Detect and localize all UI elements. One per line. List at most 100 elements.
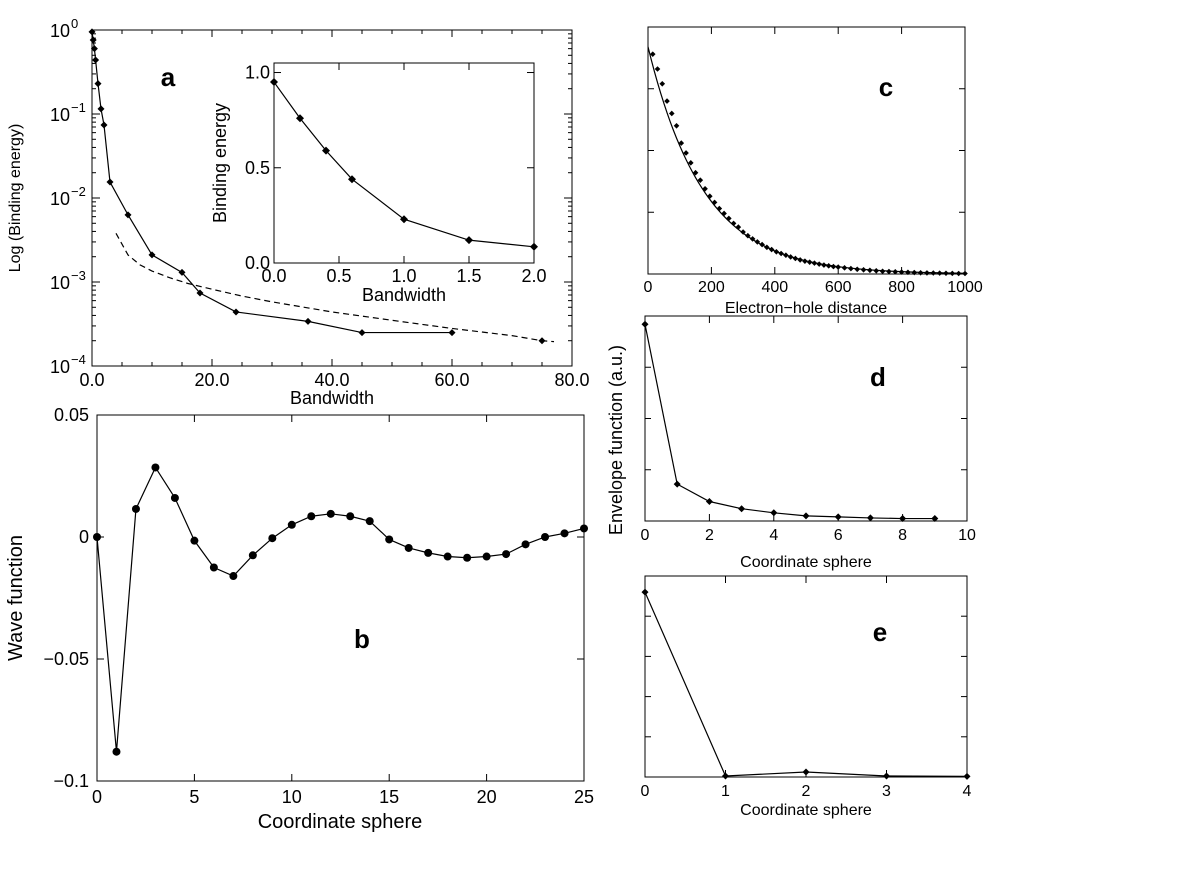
panel-c-data-point	[787, 254, 794, 260]
x-tick-label: 4	[769, 527, 778, 544]
panel-c-data-point	[716, 205, 723, 212]
y-tick-label-exponent: −3	[71, 268, 86, 283]
x-tick-label: 0	[644, 279, 653, 296]
panel-b-data	[93, 463, 588, 756]
panel-c-electron-hole-chart: 0 200 400 600 800 1000 Electron−hole distance…	[644, 26, 983, 317]
panel-e-coordinate-sphere-chart: 0 1 2 3 4 Coordinate sphere e	[641, 575, 972, 819]
panel-c-data-point	[768, 246, 775, 253]
panel-c-data-point	[649, 51, 656, 57]
panel-c-data-point	[886, 268, 892, 275]
panel-b-data-point	[385, 535, 394, 544]
panel-c-data-point	[659, 81, 666, 87]
panel-c-data-point	[924, 270, 930, 276]
y-tick-label: 10	[50, 273, 70, 293]
panel-b-data-point	[580, 524, 588, 533]
panel-a-solid-line	[91, 31, 452, 334]
panel-b-data-point	[248, 551, 257, 560]
panel-d-data-point	[802, 512, 810, 520]
panel-c-data-point	[654, 66, 661, 72]
panel-c-data-point	[683, 150, 689, 156]
panel-a-inset-chart: 0.0 0.5 1.0 1.5 2.0 0.0 0.5 1.0 Bandwidth Bind…	[210, 62, 547, 305]
panel-b-data-point	[326, 509, 335, 518]
panel-c-x-axis: 0 200 400 600 800 1000	[644, 27, 983, 296]
panel-b-data-point	[346, 512, 355, 521]
panel-d-data-point	[738, 505, 746, 513]
panel-c-data-point	[835, 264, 841, 270]
x-tick-label: 25	[574, 787, 594, 807]
inset-data-point	[465, 236, 473, 245]
panel-a-data-point	[90, 45, 98, 53]
panel-c-data-point	[936, 270, 943, 276]
panel-c-data-point	[930, 270, 937, 276]
panel-c-data-point	[764, 244, 770, 251]
inset-data-point	[322, 146, 330, 155]
panel-e-plot-frame	[644, 575, 968, 778]
panel-b-data-point	[424, 548, 433, 557]
panel-d-data-point	[705, 498, 713, 506]
panel-c-data-point	[962, 270, 968, 277]
panel-c-data-point	[797, 257, 803, 263]
x-tick-label: 0.0	[261, 266, 286, 286]
panel-c-data-point	[841, 265, 848, 271]
panel-b-data-point	[307, 512, 316, 521]
panel-c-data-point	[943, 270, 949, 277]
panel-c-data-point	[892, 268, 899, 275]
x-tick-label: 6	[834, 527, 843, 544]
panel-c-data-point	[678, 140, 685, 146]
y-tick-label: −0.05	[43, 649, 89, 669]
x-tick-label: 4	[963, 783, 972, 800]
y-tick-label: 0	[79, 527, 89, 547]
y-tick-label: 0.0	[245, 253, 270, 273]
panel-c-data-point	[806, 259, 813, 265]
panel-b-data-point	[229, 572, 238, 581]
x-tick-label: 2	[802, 783, 811, 800]
x-tick-label: 2.0	[521, 266, 546, 286]
panel-c-data-point	[721, 210, 727, 217]
panel-a-data-point	[448, 329, 456, 337]
x-tick-label: 800	[888, 279, 915, 296]
panel-a-data-point	[106, 178, 114, 186]
panel-b-data-point	[190, 536, 199, 545]
panel-b-data-point	[365, 517, 374, 526]
panel-b-data-point	[287, 520, 296, 529]
panel-e-data	[641, 588, 971, 780]
panel-c-data-point	[687, 160, 694, 166]
panel-d-data	[641, 320, 939, 523]
x-tick-label: 80.0	[554, 370, 589, 390]
y-tick-label: 1.0	[245, 63, 270, 83]
y-tick-label: −0.1	[53, 771, 89, 791]
panel-b-data-point	[521, 540, 530, 549]
panel-c-data-point	[749, 236, 756, 242]
panel-c-data-point	[867, 267, 873, 274]
inset-data-point	[348, 175, 356, 184]
panel-a-dashed-line	[115, 233, 555, 343]
panel-c-data-point	[726, 215, 732, 222]
panel-a-data-point	[100, 121, 108, 129]
panel-c-data	[647, 46, 968, 277]
panel-c-data-point	[949, 270, 956, 277]
inset-plot-frame	[273, 62, 535, 264]
panel-e-data-point	[963, 772, 971, 780]
panel-a-data	[88, 28, 555, 345]
panel-c-data-point	[759, 241, 765, 248]
panel-c-data-point	[955, 270, 962, 277]
inset-data-point	[530, 242, 538, 251]
y-tick-label-exponent: −4	[71, 352, 86, 367]
panel-b-y-axis-label: Wave function	[5, 535, 27, 661]
panel-b-x-axis: 0 5 10 15 20 25	[92, 415, 594, 807]
panel-d-label: d	[870, 362, 886, 392]
panel-d-data-point	[931, 515, 939, 523]
panel-e-data-point	[722, 772, 729, 780]
panel-e-data-point	[641, 588, 649, 596]
panel-b-label: b	[354, 624, 370, 654]
panel-c-x-axis-label: Electron−hole distance	[725, 300, 887, 317]
panel-c-data-point	[830, 263, 837, 270]
panel-c-data-point	[783, 252, 789, 259]
panel-b-data-point	[541, 533, 550, 541]
inset-x-axis-label: Bandwidth	[362, 285, 446, 305]
panel-a-data-point	[94, 80, 102, 88]
x-tick-label: 10	[282, 787, 302, 807]
x-tick-label: 0.5	[326, 266, 351, 286]
